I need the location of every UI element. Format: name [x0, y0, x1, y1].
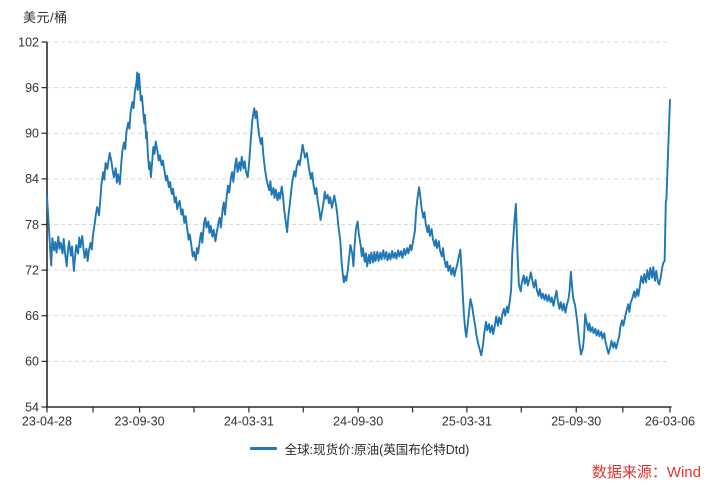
x-tick-label: 25-03-31: [442, 415, 492, 429]
legend: 全球:现货价:原油(英国布伦特Dtd): [0, 439, 719, 457]
y-tick-label: 84: [25, 172, 39, 186]
x-tick-label: 26-03-06: [645, 415, 695, 429]
y-tick-label: 102: [18, 35, 39, 49]
y-tick-label: 78: [25, 218, 39, 232]
y-tick-label: 60: [25, 355, 39, 369]
x-tick-label: 24-09-30: [333, 415, 383, 429]
y-tick-label: 72: [25, 263, 39, 277]
price-series-path: [46, 71, 671, 357]
legend-series-label: 全球:现货价:原油(英国布伦特Dtd): [284, 442, 470, 457]
data-source-label: 数据来源：Wind: [591, 464, 701, 481]
x-tick-label: 23-09-30: [115, 415, 165, 429]
y-tick-label: 54: [25, 400, 39, 414]
y-tick-label: 90: [25, 127, 39, 141]
x-tick-label: 23-04-28: [22, 415, 72, 429]
y-tick-label: 96: [25, 81, 39, 95]
x-tick-label: 25-09-30: [551, 415, 601, 429]
y-tick-label: 66: [25, 309, 39, 323]
y-axis-unit-label: 美元/桶: [23, 10, 68, 25]
legend-line-swatch: [249, 446, 277, 450]
x-tick-label: 24-03-31: [224, 415, 274, 429]
